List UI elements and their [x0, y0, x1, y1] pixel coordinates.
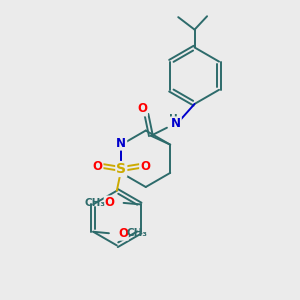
Text: O: O [105, 196, 115, 209]
Text: O: O [92, 160, 103, 172]
Text: O: O [118, 227, 128, 240]
Text: CH₃: CH₃ [127, 228, 148, 238]
Text: CH₃: CH₃ [85, 198, 106, 208]
Text: S: S [116, 162, 126, 176]
Text: O: O [137, 103, 147, 116]
Text: N: N [116, 137, 126, 150]
Text: O: O [140, 160, 150, 172]
Text: H: H [169, 114, 177, 124]
Text: N: N [171, 117, 181, 130]
